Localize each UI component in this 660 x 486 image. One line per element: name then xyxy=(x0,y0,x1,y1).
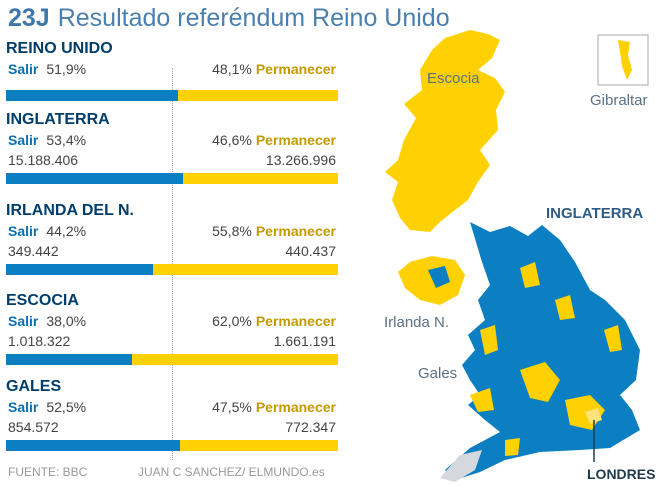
label-inglaterra: INGLATERRA xyxy=(546,205,644,222)
remain-percent: 47,5% xyxy=(212,399,252,415)
leave-bar-segment xyxy=(6,264,153,275)
region-section: IRLANDA DEL N. Salir 44,2% 55,8% Permanece… xyxy=(6,202,338,275)
percent-row: Salir 38,0% 62,0% Permanecer xyxy=(6,312,338,332)
leave-label: Salir xyxy=(8,399,39,415)
votes-row: 854.572 772.347 xyxy=(6,418,338,438)
source-note: FUENTE: BBC xyxy=(8,465,88,479)
leave-percent: 52,5% xyxy=(46,399,87,415)
region-name: GALES xyxy=(6,378,62,395)
label-irlanda-n: Irlanda N. xyxy=(384,314,450,331)
result-bar xyxy=(6,264,338,275)
london-area xyxy=(585,408,602,424)
title-text: Resultado referéndum Reino Unido xyxy=(57,4,450,32)
leave-percent: 51,9% xyxy=(46,61,87,77)
leave-percent: 53,4% xyxy=(46,132,87,148)
region-name: REINO UNIDO xyxy=(6,40,113,57)
remain-percent: 46,6% xyxy=(212,132,252,148)
region-section: GALES Salir 52,5% 47,5% Permanecer 854.572… xyxy=(6,378,338,451)
leave-votes: 349.442 xyxy=(8,243,59,259)
result-bar xyxy=(6,173,338,184)
title-prefix: 23J xyxy=(8,4,50,32)
votes-row: 349.442 440.437 xyxy=(6,242,338,262)
remain-votes: 13.266.996 xyxy=(265,152,336,168)
result-bar xyxy=(6,90,338,101)
leave-label: Salir xyxy=(8,313,39,329)
leave-label: Salir xyxy=(8,132,39,148)
votes-row: 15.188.406 13.266.996 xyxy=(6,151,338,171)
page-title: 23J Resultado referéndum Reino Unido xyxy=(8,4,450,33)
remain-label: Permanecer xyxy=(255,313,336,329)
uk-map xyxy=(385,30,649,482)
remain-bar-segment xyxy=(183,173,338,184)
region-section: REINO UNIDO Salir 51,9% 48,1% Permanecer xyxy=(6,40,338,101)
percent-row: Salir 53,4% 46,6% Permanecer xyxy=(6,131,338,151)
remain-label: Permanecer xyxy=(255,61,336,77)
scotland-region xyxy=(385,30,505,232)
region-name: IRLANDA DEL N. xyxy=(6,202,134,219)
leave-votes: 1.018.322 xyxy=(8,333,71,349)
votes-row: 1.018.322 1.661.191 xyxy=(6,332,338,352)
cornwall-area xyxy=(440,450,482,482)
remain-percent: 55,8% xyxy=(212,223,252,239)
remain-areas xyxy=(470,262,622,456)
label-gibraltar: Gibraltar xyxy=(590,92,648,109)
ni-leave-area xyxy=(428,266,450,288)
region-section: ESCOCIA Salir 38,0% 62,0% Permanecer 1.018… xyxy=(6,292,338,365)
remain-label: Permanecer xyxy=(255,399,336,415)
leave-percent: 44,2% xyxy=(46,223,87,239)
label-escocia: Escocia xyxy=(427,70,480,87)
region-name: ESCOCIA xyxy=(6,292,79,309)
remain-percent: 62,0% xyxy=(212,313,252,329)
remain-bar-segment xyxy=(132,354,338,365)
credit-note: JUAN C SANCHEZ/ ELMUNDO.es xyxy=(138,465,325,479)
percent-row: Salir 52,5% 47,5% Permanecer xyxy=(6,398,338,418)
leave-label: Salir xyxy=(8,223,39,239)
gibraltar-shape xyxy=(618,40,632,80)
label-londres: LONDRES xyxy=(587,466,656,482)
remain-votes: 440.437 xyxy=(285,243,336,259)
leave-votes: 854.572 xyxy=(8,419,59,435)
result-bar xyxy=(6,354,338,365)
result-bar xyxy=(6,440,338,451)
remain-percent: 48,1% xyxy=(212,61,252,77)
percent-row: Salir 44,2% 55,8% Permanecer xyxy=(6,222,338,242)
northern-ireland-region xyxy=(398,256,465,305)
leave-bar-segment xyxy=(6,440,181,451)
region-name: INGLATERRA xyxy=(6,111,110,128)
percent-row: Salir 51,9% 48,1% Permanecer xyxy=(6,60,338,80)
region-section: INGLATERRA Salir 53,4% 46,6% Permanecer 15… xyxy=(6,111,338,184)
remain-label: Permanecer xyxy=(255,223,336,239)
leave-label: Salir xyxy=(8,61,39,77)
remain-bar-segment xyxy=(180,440,338,451)
remain-votes: 1.661.191 xyxy=(273,333,336,349)
remain-label: Permanecer xyxy=(255,132,336,148)
leave-percent: 38,0% xyxy=(46,313,87,329)
leave-bar-segment xyxy=(6,173,184,184)
leave-votes: 15.188.406 xyxy=(8,152,79,168)
remain-bar-segment xyxy=(152,264,338,275)
label-gales: Gales xyxy=(418,365,458,382)
remain-votes: 772.347 xyxy=(285,419,336,435)
leave-bar-segment xyxy=(6,90,179,101)
remain-bar-segment xyxy=(178,90,338,101)
leave-bar-segment xyxy=(6,354,133,365)
